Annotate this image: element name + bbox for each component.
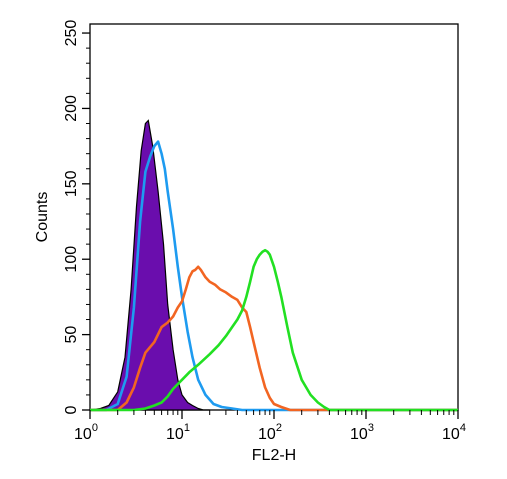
- y-tick-label: 200: [63, 95, 80, 122]
- y-axis-label: Counts: [34, 192, 51, 243]
- x-tick-label: 104: [442, 422, 466, 443]
- series-layer: [89, 119, 458, 412]
- y-tick-label: 150: [63, 170, 80, 197]
- plot-area: 100 101 102 103 104 0 50 100 150 200 250: [63, 20, 466, 443]
- x-tick-label: 102: [258, 422, 282, 443]
- y-axis-ticks: 0 50 100 150 200 250: [63, 20, 90, 414]
- series-line-1: [89, 119, 210, 411]
- y-tick-label: 250: [63, 20, 80, 47]
- x-axis-label: FL2-H: [252, 447, 296, 464]
- series-line-3: [90, 265, 458, 412]
- series-line-2: [90, 140, 458, 412]
- x-axis-ticks: 100 101 102 103 104: [74, 410, 466, 443]
- y-tick-label: 0: [63, 405, 80, 414]
- series-line-4: [90, 248, 458, 412]
- y-tick-label: 50: [63, 326, 80, 344]
- x-tick-label: 100: [74, 422, 98, 443]
- x-tick-label: 103: [350, 422, 374, 443]
- x-tick-label: 101: [166, 422, 190, 443]
- y-tick-label: 100: [63, 246, 80, 273]
